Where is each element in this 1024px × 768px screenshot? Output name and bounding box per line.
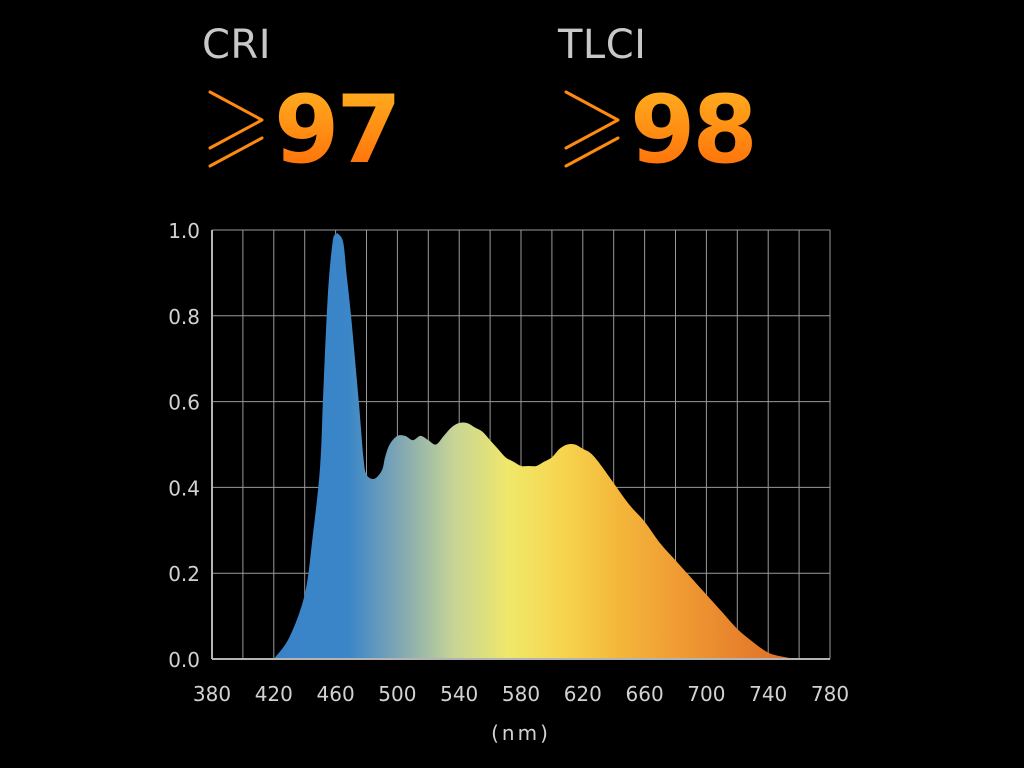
x-tick-label: 500: [378, 682, 416, 706]
greater-equal-icon: [208, 90, 264, 168]
spectrum-area-group: [273, 233, 830, 659]
tlci-label: TLCI: [558, 22, 647, 68]
x-tick-labels: 380 420 460 500 540 580 620 660 700 740 780: [193, 682, 849, 706]
greater-equal-icon: [564, 90, 620, 168]
x-tick-label: 420: [255, 682, 293, 706]
y-tick-label: 0.0: [168, 648, 200, 672]
spectrum-area: [273, 233, 830, 659]
y-tick-label: 0.2: [168, 562, 200, 586]
x-tick-label: 620: [564, 682, 602, 706]
cri-metric: CRI 97: [200, 22, 460, 178]
cri-label: CRI: [202, 22, 272, 68]
y-tick-label: 0.8: [168, 305, 200, 329]
chart-axes: [211, 230, 830, 660]
tlci-metric: TLCI 98: [556, 22, 816, 178]
x-axis-label: (nm): [491, 721, 551, 745]
x-tick-label: 540: [440, 682, 478, 706]
cri-value: 97: [274, 76, 402, 185]
y-tick-label: 0.4: [168, 476, 200, 500]
x-tick-label: 700: [687, 682, 725, 706]
x-tick-label: 660: [626, 682, 664, 706]
x-tick-label: 740: [749, 682, 787, 706]
tlci-value: 98: [630, 76, 758, 185]
y-tick-label: 1.0: [168, 219, 200, 243]
x-tick-label: 780: [811, 682, 849, 706]
x-tick-label: 580: [502, 682, 540, 706]
y-tick-labels: 0.0 0.2 0.4 0.6 0.8 1.0: [168, 219, 200, 672]
y-tick-label: 0.6: [168, 391, 200, 415]
x-tick-label: 460: [317, 682, 355, 706]
x-tick-label: 380: [193, 682, 231, 706]
